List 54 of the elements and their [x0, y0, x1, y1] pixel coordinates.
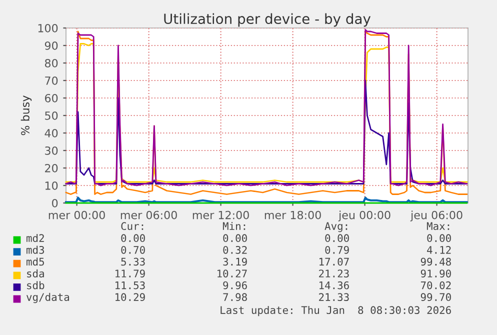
- text: 70.02: [420, 281, 451, 290]
- text: 0.00: [223, 234, 247, 242]
- y-tick-label: 20: [45, 164, 58, 172]
- legend-label: md2: [26, 234, 44, 242]
- text: 99.48: [420, 258, 451, 266]
- text: Last update: Thu Jan 8 08:30:03 2026: [220, 306, 451, 316]
- legend-label: sda: [27, 269, 44, 278]
- text: Max:: [426, 222, 450, 230]
- legend-label: md5: [26, 258, 44, 266]
- y-tick-label: 70: [45, 76, 58, 85]
- text: 4.12: [427, 246, 451, 254]
- x-tick-label: mer 12:00: [192, 210, 249, 220]
- y-tick-label: 60: [45, 94, 58, 102]
- y-tick-label: 10: [45, 181, 58, 190]
- text: 7.98: [223, 293, 247, 302]
- text: 99.70: [420, 293, 451, 302]
- legend-label: sdb: [27, 281, 44, 290]
- y-tick-label: 40: [44, 128, 58, 138]
- x-tick-label: mer 00:00: [48, 210, 105, 220]
- text: 10.27: [218, 270, 247, 278]
- text: Min:: [222, 222, 246, 230]
- text: 9.96: [223, 281, 247, 290]
- text: 5.33: [121, 258, 145, 266]
- y-tick-label: 0: [52, 198, 58, 208]
- text: 3.19: [223, 258, 247, 266]
- y-tick-label: 50: [45, 111, 58, 120]
- x-tick-label: mer 18:00: [264, 210, 321, 220]
- text: Avg:: [324, 222, 348, 232]
- y-axis-title: % busy: [20, 96, 32, 136]
- y-tick-label: 90: [44, 41, 58, 50]
- x-tick-label: jeu 06:00: [410, 210, 462, 222]
- legend-label: vg/data: [26, 292, 70, 304]
- text: 14.36: [320, 281, 349, 290]
- chart-title: Utilization per device - by day: [164, 13, 371, 27]
- y-tick-label: 80: [44, 58, 58, 68]
- y-tick-label: 30: [45, 146, 58, 155]
- text: 0.70: [121, 246, 145, 254]
- legend-label: md3: [26, 246, 44, 254]
- text: 91.90: [420, 270, 451, 278]
- text: 17.07: [320, 258, 349, 266]
- text: 21.23: [319, 270, 349, 278]
- text: 0.00: [121, 234, 145, 242]
- x-tick-label: jeu 00:00: [338, 210, 390, 222]
- text: 11.79: [116, 270, 145, 278]
- x-tick-label: mer 06:00: [120, 210, 177, 220]
- text: 21.33: [319, 293, 349, 302]
- text: 0.00: [427, 234, 451, 242]
- text: 10.29: [116, 293, 145, 302]
- text: 0.79: [325, 246, 349, 254]
- text: 0.32: [223, 246, 247, 254]
- text: 11.53: [116, 281, 145, 290]
- text: Cur:: [121, 222, 144, 230]
- text: 0.00: [325, 234, 349, 242]
- y-tick-label: 100: [38, 24, 58, 32]
